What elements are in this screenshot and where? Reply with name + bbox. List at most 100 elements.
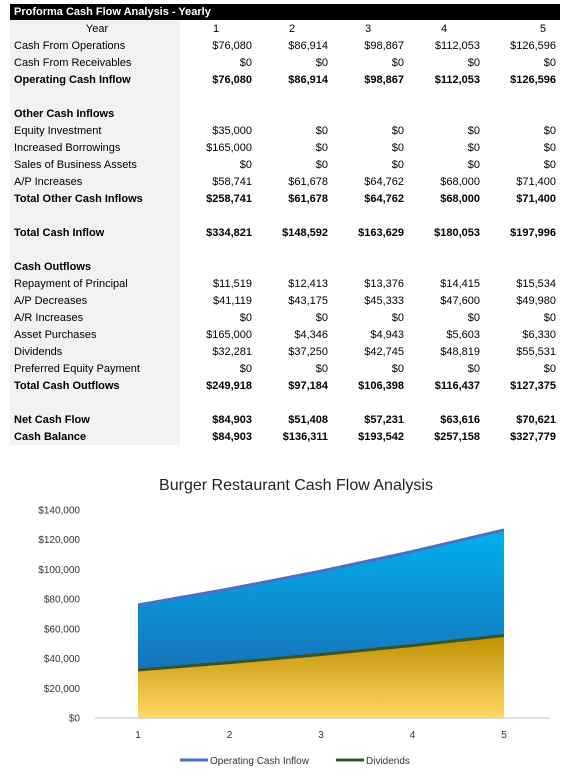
chart-container: Burger Restaurant Cash Flow Analysis $0 $…	[0, 460, 572, 780]
row-value-cell: $0	[239, 362, 252, 375]
legend-label: Dividends	[366, 756, 410, 767]
row-value-cell	[408, 241, 484, 258]
table-row: Increased Borrowings $165,000 $0 $0 $0 $0	[10, 139, 560, 156]
table-row: Repayment of Principal $11,519 $12,413 $13,…	[10, 275, 560, 292]
row-value-cell: $76,080	[212, 73, 252, 86]
row-value-cell: $6,330	[522, 328, 556, 341]
row-label: Repayment of Principal	[10, 275, 180, 292]
row-value-cell	[332, 207, 408, 224]
row-value-cell: $0	[543, 158, 556, 171]
y-axis-labels: $0 $20,000 $40,000 $60,000 $80,000 $100,000 $1…	[38, 506, 80, 725]
row-value-cell: $0	[315, 158, 328, 171]
row-label: Total Other Cash Inflows	[10, 190, 180, 207]
row-value-cell: $0	[315, 124, 328, 137]
x-tick-label: 5	[501, 730, 507, 741]
table-row: Total Other Cash Inflows $258,741 $61,678 $…	[10, 190, 560, 207]
row-value-cell: $71,400	[516, 192, 556, 205]
row-value-cell: $0	[391, 56, 404, 69]
year-header-cell: 5	[539, 22, 546, 35]
year-header-row: Year 1 2 3 4 5	[10, 20, 560, 37]
row-label: Operating Cash Inflow	[10, 71, 180, 88]
cash-flow-table: Year 1 2 3 4 5 Cash From Operations $76,080 $86,…	[10, 20, 560, 445]
row-value-cell	[484, 88, 560, 105]
row-label	[10, 88, 180, 105]
row-value-cell	[332, 88, 408, 105]
cash-flow-table-container: Proforma Cash Flow Analysis - Yearly Yea…	[10, 4, 560, 445]
x-tick-label: 1	[135, 730, 141, 741]
row-label: A/P Increases	[10, 173, 180, 190]
row-value-cell: $0	[391, 311, 404, 324]
row-value-cell: $127,375	[510, 379, 556, 392]
row-label: A/R Increases	[10, 309, 180, 326]
row-value-cell: $0	[467, 311, 480, 324]
table-row: Asset Purchases $165,000 $4,346 $4,943 $5,60…	[10, 326, 560, 343]
row-label: A/P Decreases	[10, 292, 180, 309]
row-value-cell: $0	[239, 311, 252, 324]
row-label: Equity Investment	[10, 122, 180, 139]
row-value-cell: $51,408	[288, 413, 328, 426]
row-value-cell	[180, 241, 256, 258]
row-value-cell	[256, 105, 332, 122]
row-label: Cash From Receivables	[10, 54, 180, 71]
row-value-cell: $86,914	[288, 73, 328, 86]
table-row: A/P Decreases $41,119 $43,175 $45,333 $47,60…	[10, 292, 560, 309]
row-value-cell: $0	[391, 158, 404, 171]
row-value-cell: $193,542	[358, 430, 404, 443]
y-tick-label: $20,000	[44, 684, 81, 695]
row-value-cell: $165,000	[206, 141, 252, 154]
row-value-cell	[180, 88, 256, 105]
row-value-cell: $136,311	[282, 430, 328, 443]
row-value-cell: $84,903	[212, 430, 252, 443]
row-value-cell: $35,000	[212, 124, 252, 137]
row-value-cell: $61,678	[288, 175, 328, 188]
row-value-cell: $43,175	[288, 294, 328, 307]
row-value-cell: $4,346	[294, 328, 328, 341]
row-value-cell	[180, 207, 256, 224]
row-value-cell: $55,531	[516, 345, 556, 358]
row-value-cell: $61,678	[288, 192, 328, 205]
row-label: Sales of Business Assets	[10, 156, 180, 173]
y-tick-label: $120,000	[38, 535, 80, 546]
row-value-cell	[484, 394, 560, 411]
table-row: Operating Cash Inflow $76,080 $86,914 $98,8…	[10, 71, 560, 88]
row-label: Cash From Operations	[10, 37, 180, 54]
year-header-cell: 3	[364, 22, 372, 35]
row-value-cell	[180, 394, 256, 411]
table-row: A/P Increases $58,741 $61,678 $64,762 $68,00…	[10, 173, 560, 190]
table-row: Net Cash Flow $84,903 $51,408 $57,231 $63,61…	[10, 411, 560, 428]
table-row	[10, 241, 560, 258]
series-layer	[137, 528, 505, 718]
row-value-cell: $0	[543, 362, 556, 375]
row-value-cell: $32,281	[212, 345, 252, 358]
row-value-cell: $180,053	[434, 226, 480, 239]
row-value-cell: $0	[467, 362, 480, 375]
x-tick-label: 3	[318, 730, 324, 741]
row-label: Total Cash Outflows	[10, 377, 180, 394]
row-value-cell: $0	[391, 141, 404, 154]
row-value-cell: $148,592	[282, 226, 328, 239]
table-row: Preferred Equity Payment $0 $0 $0 $0 $0	[10, 360, 560, 377]
cash-flow-area-chart: Burger Restaurant Cash Flow Analysis $0$…	[38, 477, 550, 767]
row-value-cell: $0	[467, 141, 480, 154]
year-header-cell: 2	[288, 22, 296, 35]
row-value-cell	[408, 207, 484, 224]
row-value-cell	[408, 88, 484, 105]
legend-label: Operating Cash Inflow	[210, 756, 310, 767]
area-dividends	[138, 635, 504, 718]
row-value-cell: $197,996	[510, 226, 556, 239]
row-value-cell: $0	[315, 362, 328, 375]
table-row: Dividends $32,281 $37,250 $42,745 $48,819 $55…	[10, 343, 560, 360]
row-value-cell: $334,821	[206, 226, 252, 239]
row-value-cell: $0	[543, 311, 556, 324]
year-header-cell: 4	[440, 22, 448, 35]
y-tick-label: $0	[69, 714, 81, 725]
row-value-cell: $116,437	[434, 379, 480, 392]
table-row: Other Cash Inflows	[10, 105, 560, 122]
row-value-cell: $0	[315, 56, 328, 69]
row-value-cell: $97,184	[288, 379, 328, 392]
row-value-cell	[484, 241, 560, 258]
y-tick-label: $140,000	[38, 506, 80, 517]
row-value-cell: $0	[543, 141, 556, 154]
row-value-cell: $112,053	[434, 73, 480, 86]
row-value-cell	[408, 105, 484, 122]
